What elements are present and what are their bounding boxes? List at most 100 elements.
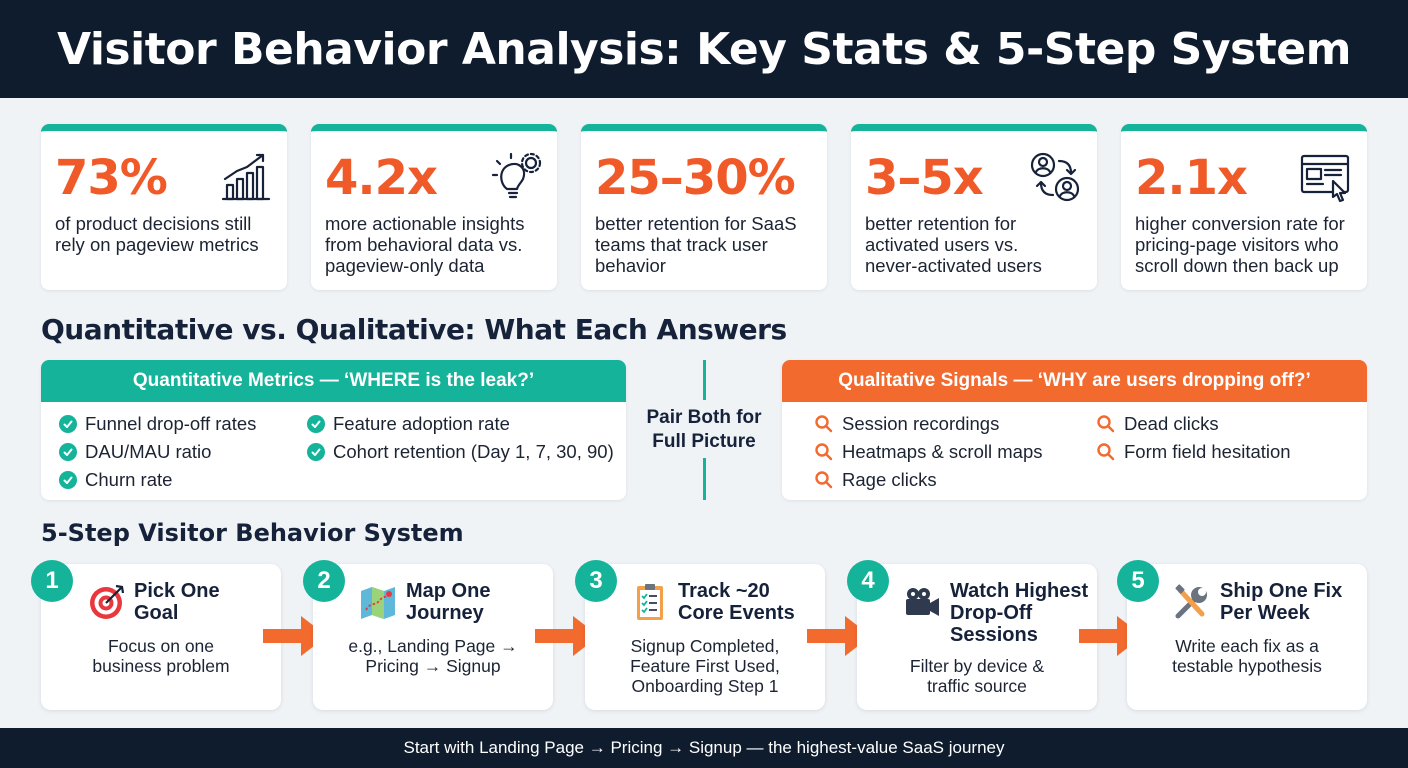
step-title-line: Per Week xyxy=(1220,602,1310,624)
lightbulb-gear-icon xyxy=(491,152,542,199)
stat-value: 4.2x xyxy=(325,150,438,206)
list-item-label: DAU/MAU ratio xyxy=(85,441,212,462)
step-card: 3 Track ~20 Core Events Signup Completed… xyxy=(575,560,825,710)
step-description-line: testable hypothesis xyxy=(1172,656,1322,676)
stat-description-line: activated users vs. xyxy=(865,234,1019,255)
step-card: 4 Watch Highest Drop-Off Sessions Filter… xyxy=(847,560,1097,710)
step-title-line: Journey xyxy=(406,602,484,624)
stat-description-line: teams that track user xyxy=(595,234,768,255)
stats-row: 73% of product decisions still rely on p… xyxy=(41,124,1367,290)
step-description-line: traffic source xyxy=(927,676,1027,696)
qualitative-panel: Qualitative Signals — ‘WHY are users dro… xyxy=(782,360,1367,500)
stat-card: 25–30% better retention for SaaS teams t… xyxy=(581,124,827,290)
list-item-label: Rage clicks xyxy=(842,469,937,490)
step-title-line: Track ~20 xyxy=(678,580,770,602)
step-description-line: Focus on one xyxy=(107,636,215,656)
stat-description-line: pageview-only data xyxy=(325,255,485,276)
arrow-right-icon xyxy=(535,616,599,656)
step-number-badge: 5 xyxy=(1117,560,1159,602)
step-title-line: Ship One Fix xyxy=(1220,580,1343,602)
magnifier-icon xyxy=(1097,443,1115,461)
step-number-badge: 2 xyxy=(303,560,345,602)
list-item: Dead clicks xyxy=(1096,413,1219,435)
stat-value: 3–5x xyxy=(865,150,984,206)
stat-description-line: scroll down then back up xyxy=(1135,255,1339,276)
stat-value: 2.1x xyxy=(1135,150,1248,206)
check-icon xyxy=(59,443,77,461)
step-title-line: Pick One xyxy=(134,580,220,602)
wrench-icon xyxy=(1175,584,1207,619)
pair-label: Pair Both for Full Picture xyxy=(636,406,772,454)
step-description-line: Filter by device & xyxy=(909,656,1045,676)
step-number-badge: 1 xyxy=(31,560,73,602)
list-item-label: Funnel drop-off rates xyxy=(85,413,257,434)
step-description-line: Pricing → Signup xyxy=(365,656,501,676)
connector-line xyxy=(703,360,706,400)
step-description-line: Onboarding Step 1 xyxy=(631,676,779,696)
pair-label-line: Pair Both for xyxy=(646,407,762,428)
list-item: Session recordings xyxy=(814,413,999,435)
step-title-line: Watch Highest xyxy=(950,580,1089,602)
step-number-badge: 4 xyxy=(847,560,889,602)
step-description-line: Write each fix as a xyxy=(1175,636,1319,656)
step-title-line: Goal xyxy=(134,602,179,624)
step-description-line: Signup Completed, xyxy=(630,636,780,656)
step-number-badge: 3 xyxy=(575,560,617,602)
comparison-section-title: Quantitative vs. Qualitative: What Each … xyxy=(41,313,787,346)
steps-row: 1 Pick One Goal Focus on one business pr… xyxy=(31,560,1367,710)
list-item-label: Session recordings xyxy=(842,413,1000,434)
step-description: Focus on one business problem xyxy=(41,636,281,676)
arrow-right-icon xyxy=(263,616,327,656)
stat-description-line: rely on pageview metrics xyxy=(55,234,259,255)
magnifier-icon xyxy=(815,443,833,461)
bar-chart-icon xyxy=(221,153,271,201)
list-item-label: Dead clicks xyxy=(1124,413,1219,434)
stat-description-line: better retention for xyxy=(865,213,1017,234)
step-title-line: Sessions xyxy=(950,624,1038,646)
stat-description-line: behavior xyxy=(595,255,666,276)
step-title: Watch Highest Drop-Off Sessions xyxy=(950,580,1088,646)
stat-description-line: more actionable insights xyxy=(325,213,525,234)
user-switch-icon xyxy=(1030,152,1080,202)
list-item: Form field hesitation xyxy=(1096,441,1291,463)
list-item: Churn rate xyxy=(59,469,172,491)
stat-description-line: never-activated users xyxy=(865,255,1042,276)
step-card: 2 Map One Journey e.g., Landing Page → P… xyxy=(303,560,553,710)
stat-description: of product decisions still rely on pagev… xyxy=(55,213,273,255)
list-item-label: Heatmaps & scroll maps xyxy=(842,441,1043,462)
step-description: Signup Completed, Feature First Used, On… xyxy=(585,636,825,696)
list-item: Funnel drop-off rates xyxy=(59,413,256,435)
list-item: DAU/MAU ratio xyxy=(59,441,211,463)
step-description: e.g., Landing Page → Pricing → Signup xyxy=(313,636,553,676)
step-description-line: Feature First Used, xyxy=(630,656,780,676)
step-description-line: business problem xyxy=(92,656,230,676)
map-icon xyxy=(361,587,395,619)
stat-value: 25–30% xyxy=(595,150,796,206)
browser-click-icon xyxy=(1300,154,1350,203)
stat-card: 73% of product decisions still rely on p… xyxy=(41,124,287,290)
magnifier-icon xyxy=(1097,415,1115,433)
stat-description: more actionable insights from behavioral… xyxy=(325,213,543,276)
check-icon xyxy=(307,415,325,433)
stat-description: higher conversion rate for pricing-page … xyxy=(1135,213,1353,276)
stat-card: 2.1x higher conversion rate for pricing-… xyxy=(1121,124,1367,290)
clipboard-icon xyxy=(637,584,663,620)
magnifier-icon xyxy=(815,471,833,489)
arrow-right-icon xyxy=(807,616,871,656)
stat-description-line: from behavioral data vs. xyxy=(325,234,523,255)
step-description: Write each fix as a testable hypothesis xyxy=(1127,636,1367,676)
system-section-title: 5-Step Visitor Behavior System xyxy=(41,519,464,547)
check-icon xyxy=(307,443,325,461)
list-item: Heatmaps & scroll maps xyxy=(814,441,1042,463)
step-title-line: Map One xyxy=(406,580,491,602)
list-item: Cohort retention (Day 1, 7, 30, 90) xyxy=(307,441,614,463)
list-item-label: Feature adoption rate xyxy=(333,413,510,434)
step-description: Filter by device & traffic source xyxy=(857,656,1097,696)
footer-banner: Start with Landing Page → Pricing → Sign… xyxy=(0,728,1408,768)
qualitative-panel-heading: Qualitative Signals — ‘WHY are users dro… xyxy=(782,360,1367,402)
header-banner: Visitor Behavior Analysis: Key Stats & 5… xyxy=(0,0,1408,98)
quantitative-panel-heading: Quantitative Metrics — ‘WHERE is the lea… xyxy=(41,360,626,402)
list-item-label: Churn rate xyxy=(85,469,173,490)
stat-value: 73% xyxy=(55,150,168,206)
video-camera-icon xyxy=(906,588,939,616)
